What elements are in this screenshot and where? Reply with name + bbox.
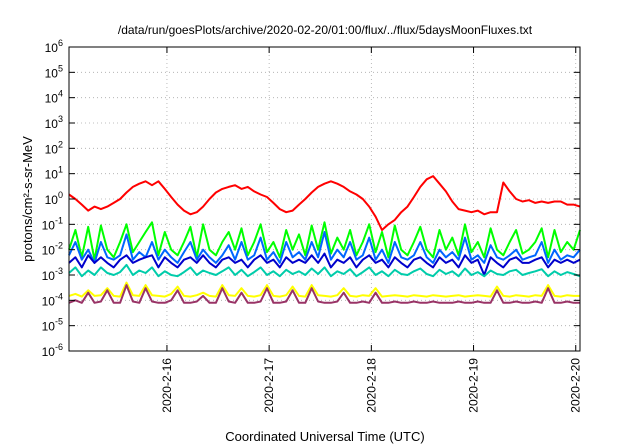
x-axis-ticks: 2020-2-16 2020-2-17 2020-2-18 2020-2-19 2020… [160, 47, 583, 413]
series-line-6 [68, 281, 580, 298]
y-tick-label: 106 [45, 38, 63, 55]
y-tick-base: 10 [45, 168, 59, 182]
y-tick-base: 10 [42, 320, 56, 334]
y-tick-exponent: -5 [55, 317, 63, 327]
y-tick-exponent: -3 [55, 266, 63, 276]
y-axis-ticks: 10-610-510-410-310-210-11001011021031041… [42, 38, 580, 359]
y-tick-label: 10-6 [42, 342, 63, 359]
y-tick-base: 10 [45, 92, 59, 106]
y-tick-label: 103 [45, 114, 63, 131]
y-tick-base: 10 [42, 294, 56, 308]
y-tick-exponent: 4 [58, 89, 63, 99]
y-tick-base: 10 [45, 117, 59, 131]
x-tick-label: 2020-2-18 [364, 358, 378, 413]
y-tick-base: 10 [42, 269, 56, 283]
y-tick-exponent: -4 [55, 291, 63, 301]
y-tick-exponent: 3 [58, 114, 63, 124]
y-tick-base: 10 [42, 345, 56, 359]
series-group [68, 175, 581, 304]
y-tick-base: 10 [45, 142, 59, 156]
series-line-3 [68, 231, 581, 264]
y-axis-label-text: protons/cm²-s-sr-MeV [20, 136, 35, 262]
x-tick-label: 2020-2-19 [467, 358, 481, 413]
y-tick-label: 102 [45, 139, 63, 156]
x-axis-label: Coordinated Universal Time (UTC) [225, 429, 424, 444]
y-tick-base: 10 [45, 193, 59, 207]
y-tick-label: 100 [45, 190, 63, 207]
x-tick-label: 2020-2-17 [262, 358, 276, 413]
y-tick-base: 10 [42, 218, 56, 232]
y-axis-label: protons/cm²-s-sr-MeV [20, 136, 35, 262]
y-tick-exponent: 5 [58, 63, 63, 73]
y-tick-label: 10-2 [42, 241, 63, 258]
y-tick-base: 10 [42, 244, 56, 258]
y-tick-label: 10-3 [42, 266, 63, 283]
y-tick-label: 10-1 [42, 215, 63, 232]
y-tick-label: 10-4 [42, 291, 63, 308]
y-tick-exponent: -6 [55, 342, 63, 352]
x-tick-label: 2020-2-16 [160, 358, 174, 413]
y-tick-label: 105 [45, 63, 63, 80]
y-tick-exponent: 6 [58, 38, 63, 48]
y-tick-label: 10-5 [42, 317, 63, 334]
y-tick-label: 101 [45, 165, 63, 182]
y-tick-base: 10 [45, 66, 59, 80]
y-tick-base: 10 [45, 41, 59, 55]
y-tick-exponent: -1 [55, 215, 63, 225]
x-tick-label: 2020-2-20 [569, 358, 583, 413]
y-tick-exponent: 1 [58, 165, 63, 175]
series-line-2 [68, 221, 581, 261]
chart-title: /data/run/goesPlots/archive/2020-02-20/0… [118, 23, 533, 37]
series-line-4 [68, 252, 581, 276]
y-tick-exponent: -2 [55, 241, 63, 251]
y-tick-exponent: 0 [58, 190, 63, 200]
series-line-5 [68, 263, 581, 278]
series-line-1 [68, 175, 581, 231]
y-tick-label: 104 [45, 89, 63, 106]
grid [69, 47, 580, 351]
y-tick-exponent: 2 [58, 139, 63, 149]
series-line-7 [68, 284, 580, 304]
